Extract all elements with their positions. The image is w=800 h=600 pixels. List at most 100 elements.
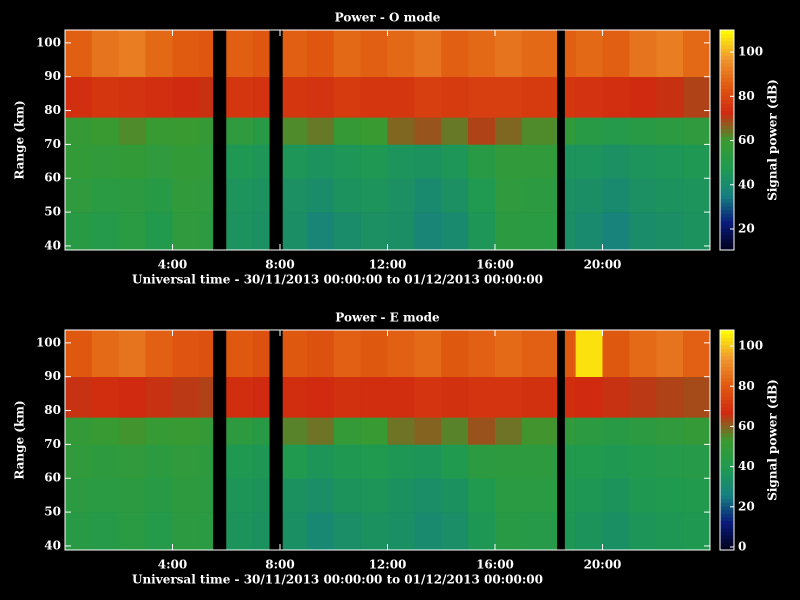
colorbar-step: [720, 77, 734, 82]
y-axis-label: Range (km): [13, 400, 27, 479]
colorbar-step: [720, 542, 734, 547]
heatmap-cell: [564, 144, 576, 179]
colorbar-step: [720, 399, 734, 404]
heatmap-cell: [253, 417, 270, 445]
heatmap-cell: [629, 512, 657, 551]
heatmap-cell: [65, 76, 93, 118]
heatmap-cell: [564, 444, 576, 479]
heatmap-cell: [253, 76, 270, 118]
heatmap-cell: [118, 30, 146, 78]
colorbar-step: [720, 506, 734, 511]
colorbar-step: [720, 217, 734, 222]
heatmap-cell: [118, 330, 146, 378]
heatmap-cell: [172, 30, 200, 78]
heatmap-cell: [360, 478, 388, 513]
heatmap-cell: [282, 144, 308, 179]
heatmap-cell: [360, 444, 388, 479]
heatmap-cell: [282, 478, 308, 513]
heatmap-cell: [91, 478, 120, 513]
heatmap-cell: [172, 444, 200, 479]
heatmap-cell: [226, 330, 254, 378]
heatmap-cell: [199, 417, 214, 445]
heatmap-cell: [629, 117, 657, 145]
heatmap-cell: [629, 417, 657, 445]
heatmap-cell: [414, 76, 442, 118]
y-tick-label: 60: [44, 171, 61, 185]
heatmap-cell: [145, 417, 173, 445]
heatmap-cell: [521, 330, 558, 378]
heatmap-cell: [172, 144, 200, 179]
heatmap-cell: [253, 117, 270, 145]
heatmap-cell: [656, 417, 684, 445]
heatmap-cell: [441, 212, 469, 251]
x-tick-label: 16:00: [476, 258, 514, 272]
heatmap-cell: [414, 478, 442, 513]
colorbar-step: [720, 344, 734, 349]
colorbar-step: [720, 99, 734, 104]
heatmap-cell: [306, 444, 335, 479]
heatmap-cell: [564, 512, 576, 551]
heatmap-cell: [468, 330, 496, 378]
y-tick-label: 80: [44, 403, 61, 417]
heatmap-cell: [521, 117, 558, 145]
heatmap-cell: [629, 144, 657, 179]
heatmap-cell: [172, 512, 200, 551]
heatmap-cell: [172, 117, 200, 145]
colorbar-step: [720, 454, 734, 459]
heatmap-cell: [226, 444, 254, 479]
x-axis-label: Universal time - 30/11/2013 00:00:00 to …: [132, 273, 543, 287]
heatmap-cell: [656, 330, 684, 378]
colorbar-step: [720, 418, 734, 423]
heatmap-cell: [656, 76, 684, 118]
heatmap-cell: [387, 444, 415, 479]
heatmap-cell: [575, 117, 603, 145]
heatmap-cell: [65, 444, 93, 479]
colorbar-frame: [719, 29, 735, 251]
heatmap-cell: [91, 330, 120, 378]
heatmap-cell: [564, 76, 576, 118]
heatmap-cell: [521, 444, 558, 479]
heatmap-cell: [441, 444, 469, 479]
colorbar-step: [720, 239, 734, 244]
heatmap-cell: [333, 417, 361, 445]
heatmap-cell: [199, 30, 214, 78]
colorbar-step: [720, 359, 734, 364]
heatmap-cell: [468, 376, 496, 418]
heatmap-cell: [333, 512, 361, 551]
heatmap-cell: [441, 417, 469, 445]
heatmap-cell: [564, 330, 576, 378]
colorbar-step: [720, 52, 734, 57]
colorbar-step: [720, 59, 734, 64]
heatmap-cell: [414, 30, 442, 78]
heatmap-cell: [226, 117, 254, 145]
colorbar-step: [720, 151, 734, 156]
colorbar-tick-label: 40: [738, 459, 755, 473]
colorbar-step: [720, 451, 734, 456]
colorbar-label: Signal power (dB): [766, 379, 780, 501]
colorbar-step: [720, 366, 734, 371]
colorbar-step: [720, 206, 734, 211]
heatmap-cell: [656, 117, 684, 145]
heatmap-cell: [441, 76, 469, 118]
colorbar-step: [720, 103, 734, 108]
heatmap-cell: [683, 376, 711, 418]
colorbar-step: [720, 81, 734, 86]
heatmap-cell: [333, 30, 361, 78]
heatmap-cell: [226, 178, 254, 213]
heatmap-cell: [683, 178, 711, 213]
heatmap-cell: [683, 417, 711, 445]
heatmap-cell: [521, 212, 558, 251]
heatmap-cell: [575, 417, 603, 445]
heatmap-cell: [282, 417, 308, 445]
heatmap-cell: [118, 444, 146, 479]
heatmap-cell: [602, 144, 630, 179]
colorbar-step: [720, 443, 734, 448]
colorbar-step: [720, 414, 734, 419]
heatmap-cell: [521, 417, 558, 445]
colorbar-step: [720, 125, 734, 130]
colorbar-step: [720, 246, 734, 251]
colorbar-step: [720, 228, 734, 233]
heatmap-cell: [495, 417, 523, 445]
heatmap-cell: [333, 76, 361, 118]
